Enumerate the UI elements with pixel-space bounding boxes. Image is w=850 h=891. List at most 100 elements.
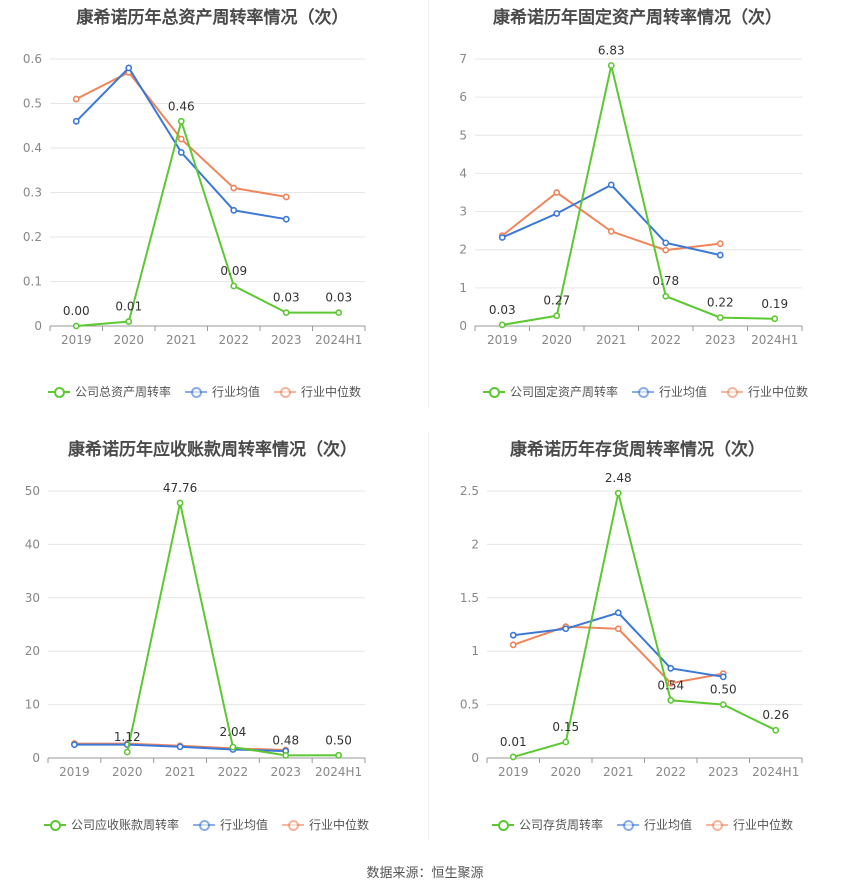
y-tick-label: 1 bbox=[459, 281, 467, 295]
x-tick-label: 2024H1 bbox=[315, 765, 362, 779]
data-label: 0.26 bbox=[762, 708, 789, 722]
panel-divider-bottom bbox=[428, 432, 429, 840]
data-point-median[interactable] bbox=[553, 189, 561, 196]
data-point-median[interactable] bbox=[607, 228, 615, 235]
legend-item-company[interactable]: 公司应收账款周转率 bbox=[44, 816, 179, 833]
chart-title: 康希诺历年固定资产周转率情况（次） bbox=[493, 8, 782, 28]
y-tick-label: 0.6 bbox=[23, 52, 42, 66]
data-point-median[interactable] bbox=[177, 135, 185, 143]
data-point-company[interactable] bbox=[771, 315, 779, 323]
legend-item-avg[interactable]: 行业均值 bbox=[617, 816, 692, 833]
data-point-avg[interactable] bbox=[282, 215, 290, 223]
y-tick-label: 7 bbox=[459, 52, 467, 66]
chart-title: 康希诺历年存货周转率情况（次） bbox=[510, 440, 765, 460]
legend-item-company[interactable]: 公司总资产周转率 bbox=[48, 383, 171, 400]
data-point-company[interactable] bbox=[772, 726, 780, 734]
data-point-avg[interactable] bbox=[72, 117, 80, 125]
data-point-company[interactable] bbox=[125, 318, 133, 325]
series-line-avg bbox=[75, 66, 287, 221]
legend-label: 行业中位数 bbox=[733, 818, 794, 832]
data-label: 0.54 bbox=[657, 678, 684, 692]
data-point-median[interactable] bbox=[667, 679, 675, 687]
data-point-company[interactable] bbox=[498, 321, 506, 329]
data-point-company[interactable] bbox=[229, 743, 237, 751]
data-point-company[interactable] bbox=[230, 282, 238, 290]
x-tick-label: 2021 bbox=[166, 333, 197, 347]
data-point-company[interactable] bbox=[509, 753, 517, 761]
data-point-company[interactable] bbox=[667, 696, 675, 704]
legend-item-median[interactable]: 行业中位数 bbox=[282, 816, 369, 833]
data-point-median[interactable] bbox=[614, 625, 622, 633]
chart-svg: 0 0.5 1 1.5 2 2.5 2019 2020 2021 2022 2023 2024H1 0.… bbox=[460, 471, 803, 779]
data-point-company[interactable] bbox=[716, 314, 724, 322]
legend-item-company[interactable]: 公司存货周转率 bbox=[492, 816, 603, 833]
data-point-avg[interactable] bbox=[607, 181, 615, 189]
x-tick-label: 2023 bbox=[705, 333, 736, 347]
data-point-avg[interactable] bbox=[125, 64, 133, 72]
data-label: 0.03 bbox=[489, 303, 516, 317]
chart-svg: 0 10 20 30 40 50 2019 2020 2021 2022 2023 2024H1 1.1… bbox=[25, 481, 366, 779]
data-point-median[interactable] bbox=[230, 184, 238, 192]
y-tick-label: 2 bbox=[459, 243, 467, 257]
data-point-company[interactable] bbox=[282, 752, 290, 759]
legend-swatch-dot bbox=[638, 386, 650, 398]
chart-svg: 0 0.1 0.2 0.3 0.4 0.5 0.6 2019 2020 2021 2022 2023 2… bbox=[23, 52, 366, 347]
legend-swatch-dot bbox=[54, 386, 65, 398]
legend-item-median[interactable]: 行业中位数 bbox=[721, 383, 808, 400]
data-point-avg[interactable] bbox=[509, 631, 517, 639]
data-point-avg[interactable] bbox=[553, 210, 561, 217]
data-point-median[interactable] bbox=[509, 641, 517, 649]
y-tick-label: 4 bbox=[459, 166, 467, 180]
data-point-company[interactable] bbox=[614, 489, 622, 497]
data-label: 0.15 bbox=[552, 720, 579, 734]
y-tick-label: 0.3 bbox=[23, 186, 42, 200]
legend-item-avg[interactable]: 行业均值 bbox=[193, 816, 268, 833]
data-point-avg[interactable] bbox=[662, 239, 670, 247]
x-tick-label: 2021 bbox=[165, 765, 196, 779]
legend-label: 行业中位数 bbox=[748, 385, 809, 399]
legend-item-median[interactable]: 行业中位数 bbox=[706, 816, 793, 833]
data-point-avg[interactable] bbox=[719, 673, 727, 681]
y-tick-label: 20 bbox=[25, 644, 40, 658]
data-point-company[interactable] bbox=[176, 499, 184, 507]
x-tick-label: 2022 bbox=[650, 333, 681, 347]
data-point-company[interactable] bbox=[335, 309, 343, 317]
data-point-median[interactable] bbox=[72, 95, 80, 103]
data-point-avg[interactable] bbox=[176, 743, 184, 751]
data-point-company[interactable] bbox=[607, 62, 615, 69]
data-point-company[interactable] bbox=[335, 751, 342, 759]
data-point-company[interactable] bbox=[562, 738, 570, 746]
y-tick-label: 0 bbox=[32, 751, 40, 765]
series-line-company bbox=[502, 65, 775, 326]
data-label: 0.50 bbox=[710, 683, 737, 697]
data-point-avg[interactable] bbox=[716, 251, 724, 259]
legend-item-median[interactable]: 行业中位数 bbox=[274, 383, 361, 400]
legend-item-avg[interactable]: 行业均值 bbox=[185, 383, 260, 400]
data-point-company[interactable] bbox=[662, 292, 670, 300]
data-point-company[interactable] bbox=[282, 309, 290, 317]
data-point-company[interactable] bbox=[553, 312, 561, 320]
data-point-avg[interactable] bbox=[230, 206, 238, 214]
data-point-avg[interactable] bbox=[498, 234, 506, 241]
data-point-median[interactable] bbox=[716, 240, 724, 248]
data-point-median[interactable] bbox=[662, 246, 670, 254]
legend-label: 公司固定资产周转率 bbox=[510, 385, 619, 399]
series-line-avg bbox=[501, 183, 721, 257]
data-point-avg[interactable] bbox=[667, 664, 675, 672]
data-point-company[interactable] bbox=[123, 748, 131, 756]
legend-swatch-dot bbox=[727, 386, 739, 398]
data-point-avg[interactable] bbox=[71, 741, 78, 749]
data-point-company[interactable] bbox=[719, 701, 727, 708]
legend-item-avg[interactable]: 行业均值 bbox=[632, 383, 707, 400]
legend-item-company[interactable]: 公司固定资产周转率 bbox=[483, 383, 618, 400]
x-tick-label: 2019 bbox=[487, 333, 518, 347]
data-point-avg[interactable] bbox=[177, 149, 185, 156]
data-point-company[interactable] bbox=[72, 322, 80, 330]
data-point-company[interactable] bbox=[177, 117, 185, 125]
data-label: 0.03 bbox=[325, 291, 352, 305]
data-point-avg[interactable] bbox=[614, 609, 622, 617]
legend-swatch bbox=[44, 819, 66, 831]
data-point-median[interactable] bbox=[282, 193, 290, 201]
legend: 公司总资产周转率 行业均值 行业中位数 bbox=[48, 383, 375, 400]
data-point-avg[interactable] bbox=[562, 625, 570, 633]
